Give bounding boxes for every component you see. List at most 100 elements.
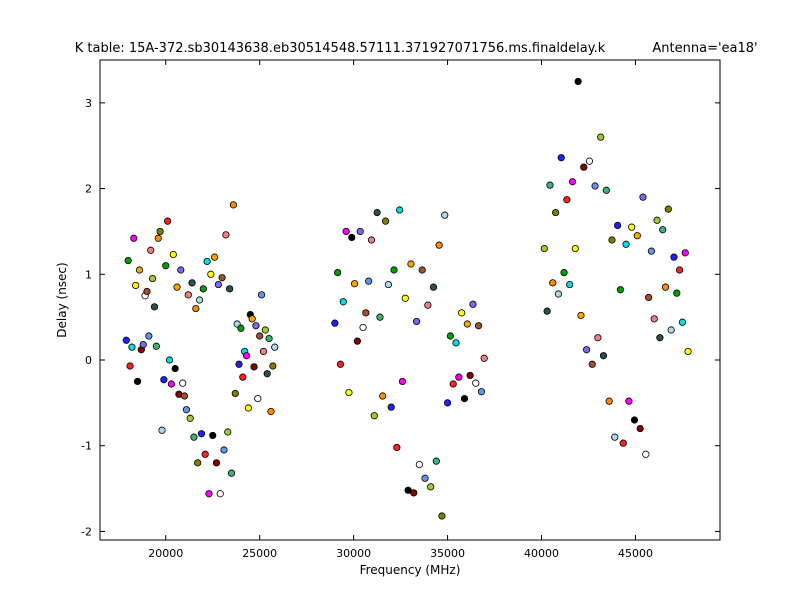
data-point — [143, 287, 151, 296]
data-point — [203, 257, 211, 266]
data-point — [381, 217, 390, 225]
axis-ticks: 20000 25000 30000 35000 40000 45000 -2 -1 0 1 2 3 — [81, 60, 720, 560]
data-point — [625, 397, 633, 405]
data-point — [188, 279, 196, 287]
data-point — [611, 433, 619, 441]
data-point — [348, 233, 356, 242]
data-point — [267, 407, 275, 416]
x-tick-label: 25000 — [242, 547, 277, 560]
data-point — [412, 317, 421, 326]
data-point — [130, 234, 138, 242]
data-point — [393, 443, 401, 452]
data-point — [571, 244, 579, 253]
x-tick-label: 40000 — [524, 547, 559, 560]
data-point — [608, 236, 616, 244]
data-point — [664, 205, 672, 213]
data-point — [614, 221, 622, 230]
data-point — [179, 379, 187, 387]
data-point — [367, 236, 376, 244]
data-point — [670, 253, 678, 261]
data-point — [235, 360, 243, 368]
data-point — [449, 380, 457, 388]
data-point — [653, 216, 661, 224]
x-axis-label: Frequency (MHz) — [360, 563, 461, 577]
data-point — [407, 260, 415, 268]
y-tick-label: 0 — [85, 354, 92, 367]
data-point — [135, 266, 144, 274]
chart-title: K table: 15A-372.sb30143638.eb30514548.5… — [75, 41, 606, 56]
data-point — [661, 283, 670, 291]
data-point — [566, 280, 574, 289]
data-point — [331, 319, 339, 327]
x-tick-label: 45000 — [618, 547, 653, 560]
data-point — [252, 322, 260, 330]
data-point — [209, 431, 217, 440]
data-point — [171, 364, 179, 373]
data-point — [149, 274, 157, 283]
data-point — [339, 298, 347, 306]
data-point — [122, 336, 130, 344]
data-point — [350, 280, 359, 288]
data-point — [263, 370, 271, 378]
data-point — [194, 459, 202, 467]
data-point — [145, 332, 153, 340]
data-point — [271, 343, 279, 351]
data-point — [480, 354, 488, 362]
data-point — [154, 234, 162, 242]
data-point — [681, 249, 689, 257]
data-point — [195, 296, 204, 304]
data-point — [466, 371, 474, 380]
data-point — [546, 181, 554, 189]
data-point — [356, 227, 364, 236]
data-point — [441, 211, 449, 219]
data-point — [647, 247, 656, 255]
data-point — [162, 262, 170, 270]
data-point — [177, 266, 185, 274]
data-point — [336, 360, 345, 368]
data-point — [379, 392, 387, 400]
data-point — [158, 426, 166, 434]
data-point — [591, 182, 599, 190]
data-point — [415, 460, 423, 469]
data-point — [583, 346, 591, 354]
data-point — [342, 227, 350, 236]
data-point — [429, 283, 438, 291]
data-point — [628, 223, 636, 231]
data-point — [673, 289, 681, 297]
data-point — [218, 274, 226, 282]
data-point — [207, 270, 215, 278]
data-point — [642, 450, 650, 458]
data-point — [577, 311, 585, 320]
data-point — [167, 380, 175, 388]
data-point — [248, 315, 256, 323]
data-point — [636, 424, 644, 433]
data-point — [435, 241, 443, 249]
data-point — [186, 414, 194, 422]
data-point — [156, 227, 164, 236]
data-point — [438, 512, 446, 520]
data-point — [197, 430, 206, 438]
data-point — [216, 490, 224, 498]
data-point — [594, 334, 602, 342]
data-point — [667, 326, 675, 334]
data-point — [390, 266, 398, 274]
data-point — [554, 290, 563, 298]
data-point — [540, 244, 548, 253]
data-point — [684, 347, 692, 356]
data-point — [650, 315, 658, 323]
data-point — [254, 394, 262, 403]
data-point — [387, 403, 395, 411]
x-tick-label: 20000 — [148, 547, 183, 560]
data-point — [443, 399, 452, 407]
data-point — [384, 280, 392, 289]
data-point — [602, 186, 610, 194]
data-point — [645, 293, 653, 302]
data-point — [557, 154, 565, 162]
data-point — [257, 291, 266, 299]
data-point — [599, 352, 608, 360]
data-point — [128, 343, 136, 351]
antenna-label: Antenna='ea18' — [652, 41, 757, 56]
data-point — [139, 340, 147, 349]
data-point — [424, 301, 432, 309]
data-point — [133, 377, 142, 386]
